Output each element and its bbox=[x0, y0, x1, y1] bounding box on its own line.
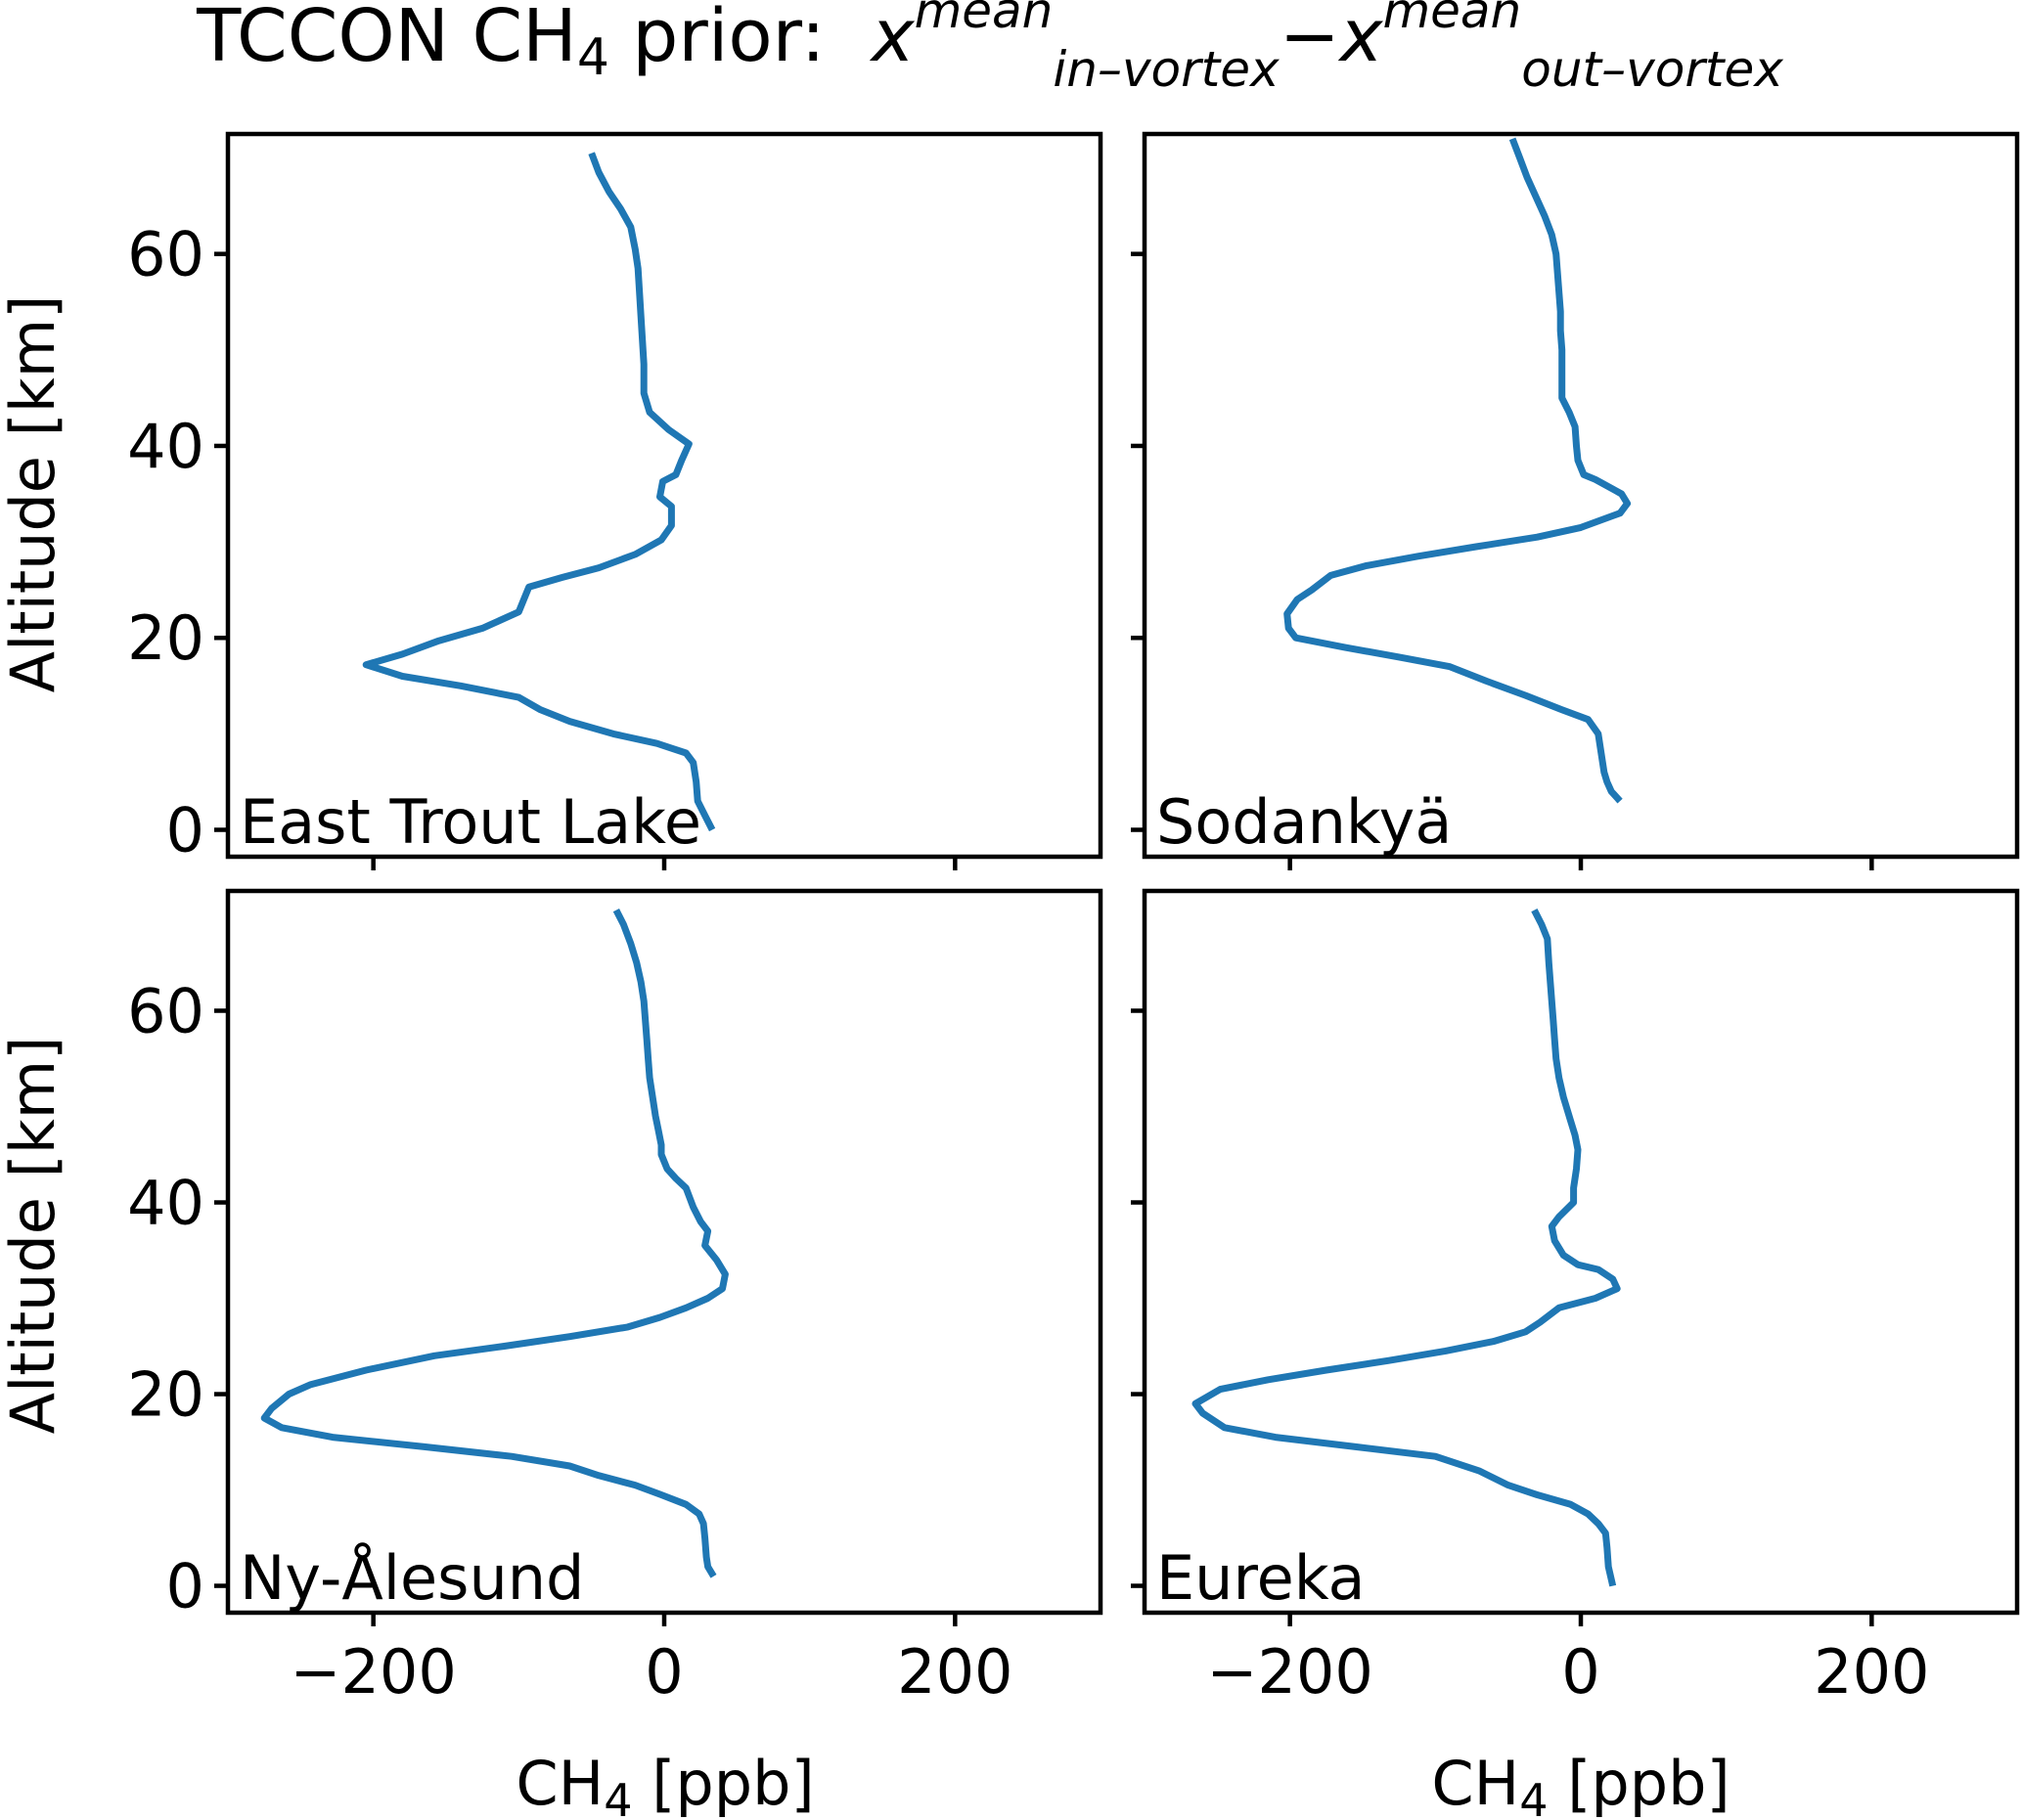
site-label-2: Ny-Ålesund bbox=[240, 1542, 584, 1614]
title-minus: − bbox=[1280, 0, 1340, 78]
x-axis-label-left: CH4 [ppb] bbox=[516, 1748, 814, 1820]
y-tick-label-2-2: 40 bbox=[127, 1168, 204, 1239]
series-line-0 bbox=[362, 152, 716, 832]
x-tick-label-2-1: 0 bbox=[645, 1636, 683, 1708]
x-tick-label-2-0: −200 bbox=[291, 1636, 457, 1708]
series-line-3 bbox=[1191, 909, 1621, 1587]
series-line-1 bbox=[1283, 137, 1632, 804]
y-tick-label-0-2: 40 bbox=[127, 411, 204, 482]
y-tick-label-2-0: 0 bbox=[166, 1551, 204, 1622]
plot-frame-2 bbox=[225, 888, 1103, 1616]
panels-group: 0 20 40 60 East Trout Lake Sodankyä 0 20 40 60 −20… bbox=[127, 131, 2020, 1708]
panel-3: −200 0 200 Eureka bbox=[1131, 888, 2020, 1708]
y-axis-label-bottom: Altitude [km] bbox=[0, 1037, 68, 1435]
title-sub-2: out–vortex bbox=[1521, 41, 1783, 98]
title-sub-1: in–vortex bbox=[1053, 41, 1280, 98]
y-tick-label-2-3: 60 bbox=[127, 976, 204, 1047]
site-label-1: Sodankyä bbox=[1156, 786, 1452, 858]
title-var-1: x bbox=[870, 0, 916, 78]
title-sup-1: mean bbox=[915, 0, 1054, 39]
title-sup-2: mean bbox=[1382, 0, 1521, 39]
plot-frame-3 bbox=[1142, 888, 2020, 1616]
y-tick-label-0-1: 20 bbox=[127, 602, 204, 674]
x-tick-label-3-1: 0 bbox=[1561, 1636, 1599, 1708]
chart-title: TCCON CH4 prior: xmeanin–vortex−xmeanout… bbox=[196, 0, 1783, 98]
title-prefix: TCCON CH bbox=[196, 0, 577, 78]
y-tick-label-0-0: 0 bbox=[166, 795, 204, 866]
x-axis-label-right: CH4 [ppb] bbox=[1431, 1748, 1730, 1820]
y-tick-label-0-3: 60 bbox=[127, 219, 204, 290]
title-middle: prior: bbox=[609, 0, 872, 78]
title-prefix-sub: 4 bbox=[577, 28, 609, 87]
x-tick-label-3-2: 200 bbox=[1814, 1636, 1929, 1708]
site-label-0: East Trout Lake bbox=[240, 786, 701, 858]
x-tick-label-2-2: 200 bbox=[897, 1636, 1012, 1708]
panel-0: 0 20 40 60 East Trout Lake bbox=[127, 131, 1103, 870]
panel-1: Sodankyä bbox=[1131, 131, 2020, 870]
plot-frame-1 bbox=[1142, 131, 2020, 860]
y-axis-label-top: Altitude [km] bbox=[0, 295, 68, 693]
series-line-2 bbox=[260, 909, 729, 1578]
x-tick-label-3-0: −200 bbox=[1207, 1636, 1373, 1708]
y-tick-label-2-1: 20 bbox=[127, 1359, 204, 1431]
title-var-2: x bbox=[1338, 0, 1384, 78]
site-label-3: Eureka bbox=[1156, 1542, 1366, 1614]
panel-2: 0 20 40 60 −200 0 200 Ny-Ålesund bbox=[127, 888, 1103, 1708]
